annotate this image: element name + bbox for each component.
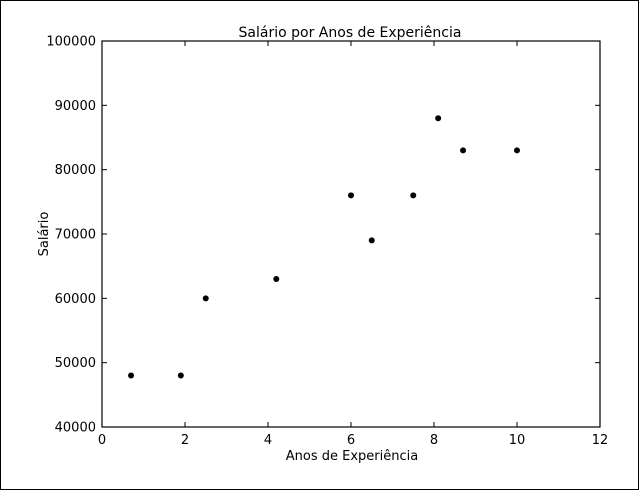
data-points bbox=[128, 115, 520, 379]
y-tick-label: 100000 bbox=[46, 35, 96, 50]
y-tick-label: 50000 bbox=[55, 356, 96, 371]
x-tick-label: 12 bbox=[592, 433, 609, 448]
data-point bbox=[460, 147, 467, 154]
x-tick-label: 6 bbox=[347, 433, 355, 448]
data-point bbox=[435, 115, 442, 122]
x-axis: 0 2 4 6 8 10 12 bbox=[98, 41, 608, 448]
plot-area bbox=[101, 40, 601, 428]
x-tick-label: 4 bbox=[264, 433, 272, 448]
x-tick-label: 10 bbox=[509, 433, 526, 448]
y-tick-label: 60000 bbox=[55, 292, 96, 307]
data-point bbox=[514, 147, 520, 154]
y-tick-label: 90000 bbox=[55, 99, 96, 114]
data-point bbox=[202, 295, 209, 302]
y-axis: 40000 50000 60000 70000 80000 90000 100000 bbox=[46, 35, 600, 436]
y-axis-label: Salário bbox=[37, 212, 52, 257]
x-tick-label: 8 bbox=[430, 433, 438, 448]
data-point bbox=[368, 237, 375, 244]
data-point bbox=[410, 192, 417, 199]
chart-title: Salário por Anos de Experiência bbox=[239, 25, 462, 41]
y-tick-label: 80000 bbox=[55, 163, 96, 178]
x-tick-label: 0 bbox=[98, 433, 106, 448]
y-tick-label: 70000 bbox=[55, 228, 96, 243]
data-point bbox=[177, 372, 184, 379]
data-point bbox=[348, 192, 354, 199]
x-axis-label: Anos de Experiência bbox=[286, 449, 418, 464]
data-point bbox=[128, 372, 135, 379]
x-tick-label: 2 bbox=[181, 433, 189, 448]
data-point bbox=[273, 276, 280, 283]
y-tick-label: 40000 bbox=[55, 421, 96, 436]
